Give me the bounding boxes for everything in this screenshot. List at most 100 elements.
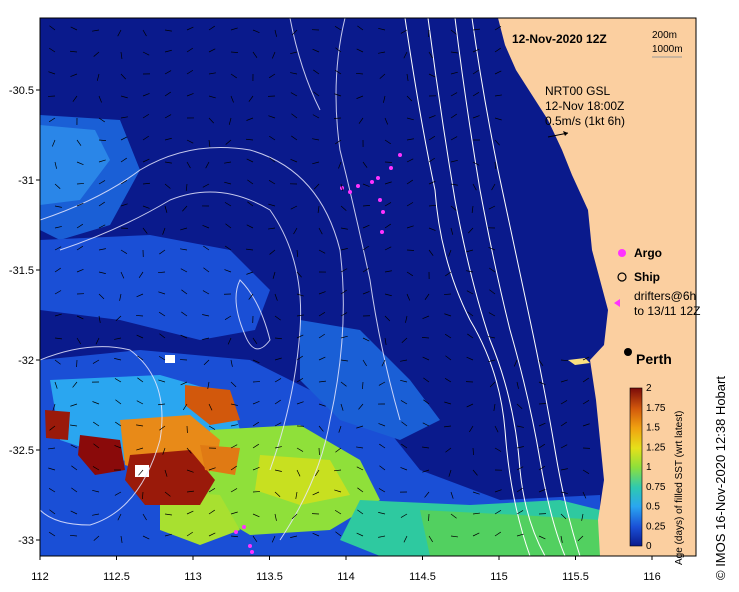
drifters-label-line1: drifters@6h: [634, 289, 696, 303]
current-arrow-icon: [70, 403, 78, 407]
x-tick-label: 115: [490, 571, 508, 583]
current-arrow-icon: [142, 29, 147, 37]
current-arrow-icon: [450, 136, 458, 141]
current-arrow-icon: [516, 403, 523, 409]
sst-patch: [255, 455, 350, 505]
current-arrow-icon: [142, 205, 150, 209]
current-arrow-icon: [98, 117, 105, 123]
current-arrow-icon: [246, 248, 254, 251]
current-arrow-icon: [494, 510, 502, 515]
current-arrow-icon: [98, 139, 107, 141]
current-arrow-icon: [450, 535, 458, 538]
sst-patch: [45, 410, 70, 440]
current-arrow-icon: [120, 95, 128, 99]
current-arrow-icon: [290, 92, 298, 97]
current-arrow-icon: [274, 29, 277, 37]
current-arrow-icon: [274, 446, 282, 449]
current-arrow-icon: [208, 532, 216, 537]
current-arrow-icon: [494, 26, 502, 31]
current-arrow-icon: [494, 139, 500, 146]
current-arrow-icon: [70, 510, 78, 515]
current-arrow-icon: [340, 227, 348, 230]
current-arrow-icon: [142, 182, 150, 185]
current-arrow-icon: [164, 114, 172, 119]
current-arrow-icon: [269, 157, 276, 163]
current-arrow-icon: [493, 403, 496, 411]
x-tick-label: 112.5: [103, 571, 130, 583]
depth-contours: [404, 18, 581, 556]
current-arrow-icon: [114, 445, 122, 449]
sst-patch: [165, 355, 175, 363]
current-arrow-icon: [494, 531, 502, 537]
current-arrow-icon: [379, 465, 386, 471]
current-arrow-icon: [186, 139, 194, 144]
current-arrow-icon: [468, 227, 474, 234]
current-arrow-icon: [48, 117, 56, 123]
current-arrow-icon: [76, 202, 84, 207]
current-arrow-icon: [76, 315, 84, 320]
current-arrow-icon: [274, 513, 277, 521]
ship-icon: [617, 272, 627, 282]
current-arrow-icon: [271, 51, 276, 59]
current-arrow-icon: [400, 359, 408, 362]
current-arrow-icon: [186, 93, 194, 97]
y-tick-label: -31.5: [9, 265, 34, 277]
sst-patch: [300, 320, 440, 440]
current-arrow-icon: [406, 202, 414, 207]
current-arrow-icon: [202, 314, 210, 317]
current-arrow-icon: [186, 469, 194, 473]
current-arrow-icon: [136, 334, 144, 339]
current-arrow-icon: [92, 401, 100, 405]
current-arrow-icon: [92, 29, 100, 32]
current-arrow-icon: [312, 114, 320, 119]
current-arrow-icon: [444, 333, 452, 339]
current-arrow-icon: [54, 381, 58, 389]
current-arrow-icon: [472, 115, 480, 119]
current-arrow-icon: [246, 224, 254, 229]
current-arrow-icon: [406, 293, 411, 301]
current-arrow-icon: [450, 227, 454, 235]
current-arrow-icon: [72, 381, 78, 388]
current-arrow-icon: [252, 337, 258, 345]
current-arrow-icon: [448, 249, 452, 257]
current-arrow-icon: [208, 25, 215, 31]
ship-label: Ship: [634, 270, 660, 284]
sst-patch: [185, 385, 240, 425]
ssh-contours: [40, 18, 401, 541]
current-arrow-icon: [290, 205, 298, 210]
current-arrow-icon: [98, 293, 105, 300]
current-arrow-icon: [450, 29, 457, 35]
sst-patch: [78, 435, 125, 475]
current-arrow-icon: [120, 249, 128, 255]
sst-patch: [40, 125, 110, 205]
current-arrow-icon: [334, 509, 342, 515]
current-arrow-icon: [49, 509, 56, 515]
current-arrow-icon: [472, 447, 474, 456]
current-arrow-icon: [582, 491, 587, 499]
current-arrow-icon: [208, 72, 216, 75]
current-arrow-icon: [444, 425, 452, 428]
current-arrow-icon: [76, 183, 85, 185]
current-arrow-icon: [582, 400, 590, 405]
sst-patch: [200, 445, 240, 475]
current-arrow-icon: [362, 183, 370, 187]
current-arrow-icon: [582, 423, 590, 427]
current-arrow-icon: [114, 491, 122, 496]
current-arrow-icon: [378, 512, 386, 515]
current-arrow-icon: [335, 139, 342, 145]
current-arrow-icon: [268, 115, 276, 119]
current-arrow-icon: [120, 203, 128, 207]
current-arrow-icon: [384, 139, 392, 145]
current-arrow-icon: [400, 513, 408, 518]
current-arrow-icon: [355, 72, 364, 75]
current-arrow-icon: [338, 425, 342, 433]
current-arrow-icon: [582, 356, 590, 361]
current-arrow-icon: [450, 513, 457, 519]
current-arrow-icon: [186, 447, 192, 454]
current-arrow-icon: [186, 47, 194, 53]
current-arrow-icon: [203, 267, 210, 273]
current-arrow-icon: [291, 513, 298, 520]
current-arrow-icon: [472, 161, 480, 166]
current-arrow-icon: [142, 113, 150, 119]
current-arrow-icon: [362, 359, 367, 367]
